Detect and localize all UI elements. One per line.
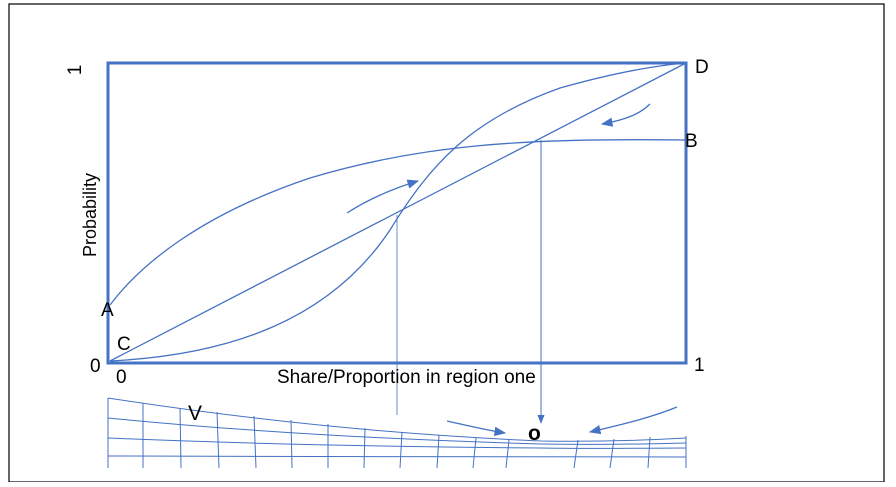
point-c-label: C	[117, 334, 131, 355]
x-right-tick: 1	[694, 355, 705, 376]
page-border	[8, 3, 885, 483]
y-origin-tick: 0	[90, 356, 101, 377]
arrow-up-right	[346, 179, 420, 214]
diagonal-line	[109, 62, 687, 362]
x-axis-label: Share/Proportion in region one	[277, 367, 536, 388]
x-origin-tick: 0	[116, 367, 127, 388]
point-b-label: B	[685, 131, 698, 152]
concave-curve-ab	[109, 139, 687, 306]
point-a-label: A	[101, 300, 114, 321]
arrow-down-left	[600, 103, 651, 127]
s-curve-cd	[109, 62, 687, 362]
valley-v-label: V	[188, 402, 202, 425]
potential-landscape	[107, 397, 687, 469]
landscape-arrow-right	[588, 406, 678, 435]
y-axis-label: Probability	[80, 173, 100, 257]
point-d-label: D	[695, 57, 709, 78]
equilibrium-o-label: o	[528, 422, 541, 445]
landscape-arrow-left	[446, 420, 507, 437]
y-top-tick: 1	[65, 65, 86, 76]
